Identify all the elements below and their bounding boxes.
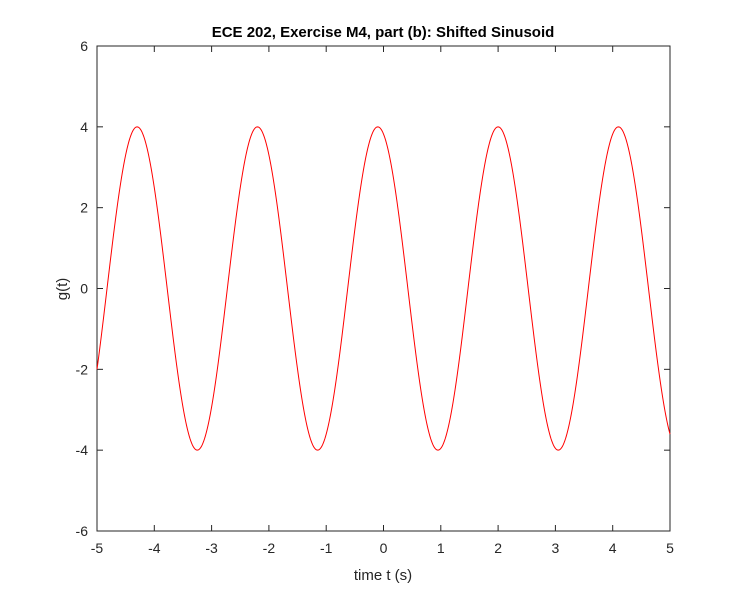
x-tick-label: -5 bbox=[91, 540, 104, 556]
x-tick-label: -2 bbox=[263, 540, 276, 556]
x-tick-label: 0 bbox=[380, 540, 388, 556]
y-axis-label: g(t) bbox=[54, 278, 71, 301]
y-tick-label: 2 bbox=[80, 200, 88, 216]
series-line bbox=[96, 126, 671, 451]
x-tick-label: -3 bbox=[205, 540, 218, 556]
y-tick-label: 0 bbox=[80, 281, 88, 297]
y-tick-label: 6 bbox=[80, 38, 88, 54]
x-tick-label: 2 bbox=[494, 540, 502, 556]
x-tick-label: 4 bbox=[609, 540, 617, 556]
y-tick-label: -6 bbox=[76, 523, 89, 539]
x-tick-label: -4 bbox=[148, 540, 161, 556]
plot-area bbox=[96, 45, 671, 532]
x-tick-label: 5 bbox=[666, 540, 674, 556]
x-tick-label: 1 bbox=[437, 540, 445, 556]
chart-title: ECE 202, Exercise M4, part (b): Shifted … bbox=[212, 24, 555, 41]
ticks-layer: -5 -4 -3 -2 -1 0 1 2 3 4 5 -6 -4 -2 0 2 4 6 bbox=[76, 38, 675, 556]
x-tick-label: 3 bbox=[552, 540, 560, 556]
y-tick-label: -2 bbox=[76, 361, 89, 377]
x-axis-label: time t (s) bbox=[354, 567, 412, 584]
y-tick-label: 4 bbox=[80, 119, 88, 135]
x-tick-label: -1 bbox=[320, 540, 333, 556]
y-tick-label: -4 bbox=[76, 442, 89, 458]
